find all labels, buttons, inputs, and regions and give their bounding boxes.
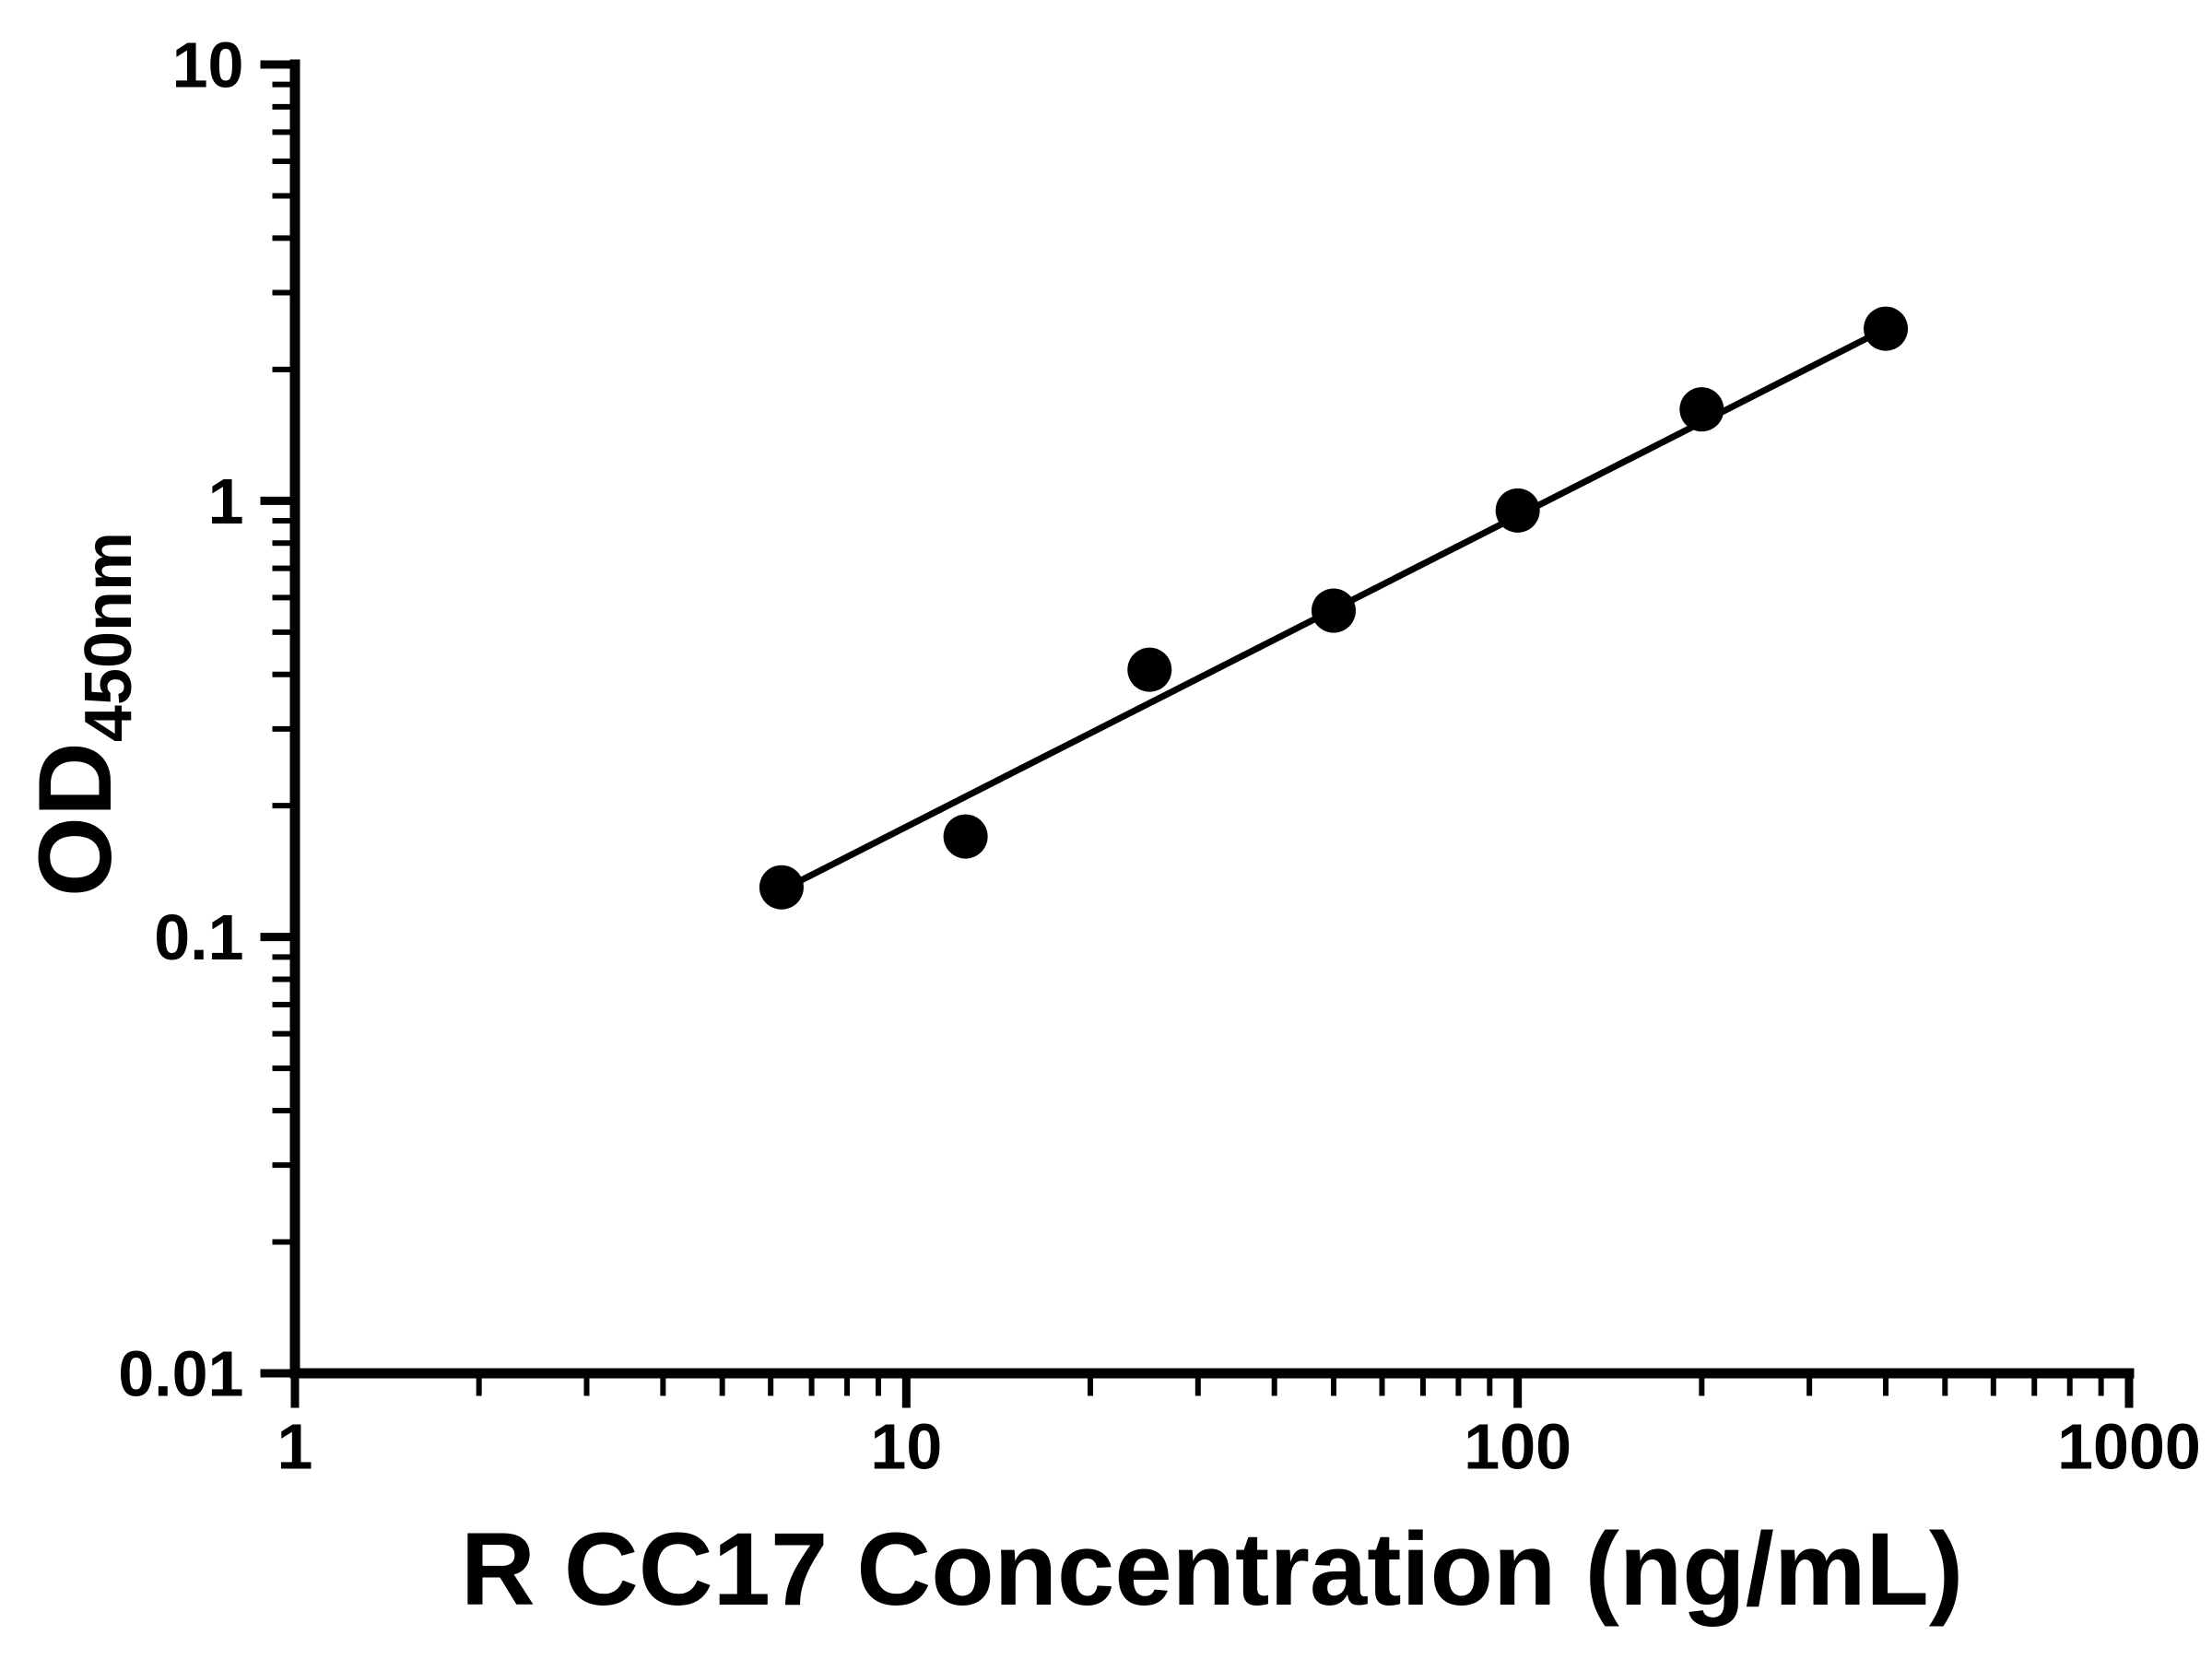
y-tick-label: 1 (208, 465, 244, 537)
data-point (1495, 488, 1540, 533)
data-point (1311, 588, 1356, 633)
y-axis-title: OD450nm (16, 532, 147, 897)
x-tick-label: 1000 (2057, 1411, 2201, 1483)
y-tick-label: 0.01 (118, 1338, 243, 1410)
y-axis-title-subscript: 450nm (72, 531, 146, 743)
x-tick-label: 1 (277, 1411, 313, 1483)
data-point (1679, 387, 1724, 432)
data-point (1864, 306, 1909, 351)
axes-spine (289, 59, 2135, 1379)
x-tick-label: 100 (1464, 1411, 1571, 1483)
data-point (943, 814, 988, 859)
y-axis-title-main: OD (18, 742, 133, 898)
data-point (759, 865, 804, 910)
data-point (1127, 647, 1172, 692)
y-tick-label: 10 (172, 29, 244, 101)
x-tick-label: 10 (870, 1411, 942, 1483)
y-tick-label: 0.1 (154, 901, 243, 973)
x-axis-title: R CC17 Concentration (ng/mL) (460, 1512, 1964, 1627)
